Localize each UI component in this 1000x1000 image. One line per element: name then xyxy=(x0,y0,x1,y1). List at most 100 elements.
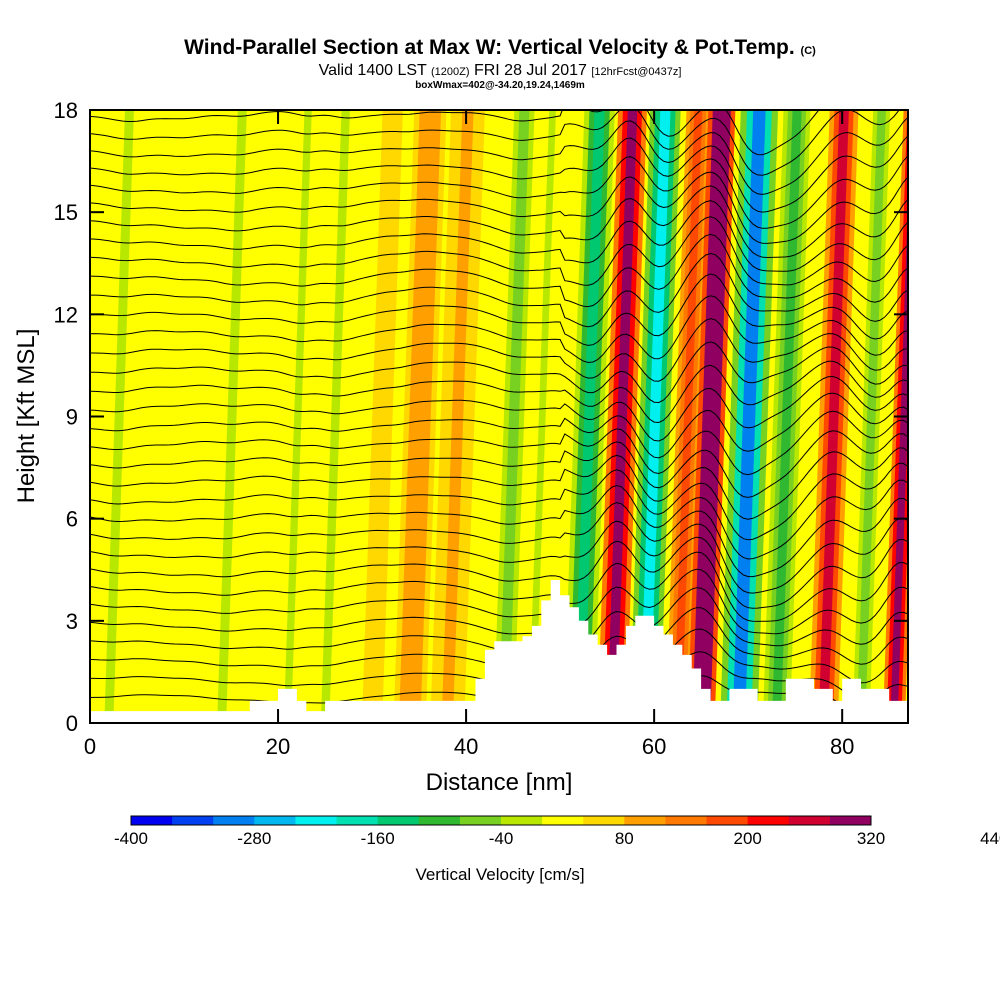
velocity-band xyxy=(104,110,135,723)
colorbar-label: -280 xyxy=(237,829,271,848)
velocity-band xyxy=(771,110,802,723)
velocity-band xyxy=(732,110,766,723)
colorbar-swatch xyxy=(747,816,790,825)
x-axis-title: Distance [nm] xyxy=(426,769,573,796)
x-tick-label: 80 xyxy=(830,734,854,759)
colorbar-swatch xyxy=(542,816,584,825)
colorbar-label: -40 xyxy=(489,829,514,848)
y-axis-title: Height [Kft MSL] xyxy=(13,329,40,504)
theta-contour xyxy=(90,392,908,459)
theta-contour xyxy=(90,155,908,229)
theta-contour xyxy=(90,295,908,364)
theta-contour xyxy=(90,375,908,442)
colorbar-swatch xyxy=(254,816,296,825)
velocity-field xyxy=(90,110,908,723)
colorbar-swatch xyxy=(459,816,502,825)
y-tick-label: 6 xyxy=(66,507,78,532)
velocity-band xyxy=(368,110,397,723)
theta-contour xyxy=(90,116,908,195)
colorbar-swatch xyxy=(336,816,379,825)
theta-contour xyxy=(90,185,908,259)
x-tick-label: 0 xyxy=(84,734,96,759)
colorbar-swatch xyxy=(131,816,173,825)
theta-contour xyxy=(90,587,908,648)
colorbar-swatch xyxy=(788,816,831,825)
colorbar-swatch xyxy=(377,816,420,825)
velocity-band xyxy=(160,110,191,723)
theta-contour xyxy=(90,551,908,622)
chart-subtitle: Valid 1400 LST (1200Z) FRI 28 Jul 2017 [… xyxy=(0,63,1000,80)
colorbar-swatch xyxy=(418,816,461,825)
colorbar-title: Vertical Velocity [cm/s] xyxy=(415,865,584,884)
velocity-band xyxy=(498,110,530,723)
theta-contour xyxy=(90,462,908,541)
chart-title: Wind-Parallel Section at Max W: Vertical… xyxy=(184,36,816,59)
y-tick-label: 9 xyxy=(66,405,78,430)
colorbar-label: 320 xyxy=(857,829,885,848)
velocity-band xyxy=(639,110,671,723)
velocity-band xyxy=(673,110,703,723)
colorbar-label: 440 xyxy=(980,829,1000,848)
y-tick-label: 12 xyxy=(54,302,78,327)
theta-contour xyxy=(90,497,908,578)
x-tick-label: 40 xyxy=(454,734,478,759)
colorbar-label: 80 xyxy=(615,829,634,848)
theta-contour xyxy=(90,252,908,328)
velocity-band xyxy=(696,110,727,723)
velocity-band xyxy=(441,110,474,723)
theta-contour xyxy=(90,360,908,424)
theta-contour xyxy=(90,216,908,286)
velocity-band xyxy=(283,110,312,723)
colorbar-label: -400 xyxy=(114,829,148,848)
theta-contour xyxy=(90,135,908,213)
theta-contour xyxy=(90,479,908,560)
copyright-mark: (C) xyxy=(800,45,816,57)
theta-contour xyxy=(90,447,908,520)
colorbar: -400 -280 -160 -40 80 200 320 440 xyxy=(114,815,1000,848)
theta-contour xyxy=(90,318,908,382)
theta-contour xyxy=(90,273,908,346)
valid-utc: (1200Z) xyxy=(430,66,470,78)
colorbar-swatch xyxy=(295,816,338,825)
velocity-band xyxy=(890,196,908,723)
y-axis: 0 3 6 9 12 15 18 xyxy=(54,98,908,736)
valid-date: FRI 28 Jul 2017 xyxy=(473,62,587,79)
theta-contour xyxy=(90,171,908,244)
velocity-band xyxy=(528,110,556,723)
theta-contour xyxy=(90,341,908,404)
colorbar-frame xyxy=(130,815,872,826)
velocity-band xyxy=(320,110,350,723)
velocity-band xyxy=(404,110,436,723)
theta-contour xyxy=(90,430,908,498)
velocity-band xyxy=(818,110,849,723)
theta-contour xyxy=(90,110,900,176)
x-tick-label: 20 xyxy=(266,734,290,759)
colorbar-swatch xyxy=(583,816,625,825)
theta-contour xyxy=(90,517,908,594)
forecast-info: [12hrFcst@0437z] xyxy=(591,66,682,78)
box-info: boxWmax=402@-34.20,19.24,1469m xyxy=(415,80,585,91)
y-tick-label: 15 xyxy=(54,200,78,225)
theta-contour xyxy=(90,568,908,635)
velocity-band xyxy=(217,110,247,723)
colorbar-swatch xyxy=(624,816,666,825)
colorbar-swatch xyxy=(213,816,255,825)
theta-contour xyxy=(90,410,908,476)
theta-contour xyxy=(90,200,908,272)
colorbar-swatch xyxy=(501,816,543,825)
terrain xyxy=(90,580,908,723)
colorbar-label: 200 xyxy=(734,829,762,848)
colorbar-swatch xyxy=(829,816,872,825)
x-tick-label: 60 xyxy=(642,734,666,759)
velocity-band xyxy=(573,110,605,723)
theta-contour xyxy=(90,536,908,609)
valid-prefix: Valid 1400 LST xyxy=(318,62,427,79)
velocity-band xyxy=(856,110,886,723)
y-tick-label: 0 xyxy=(66,711,78,736)
y-tick-label: 3 xyxy=(66,609,78,634)
colorbar-swatch xyxy=(172,816,214,825)
colorbar-swatch xyxy=(706,816,749,825)
theta-contour xyxy=(90,110,820,156)
x-axis: 0 20 40 60 80 xyxy=(84,110,854,759)
